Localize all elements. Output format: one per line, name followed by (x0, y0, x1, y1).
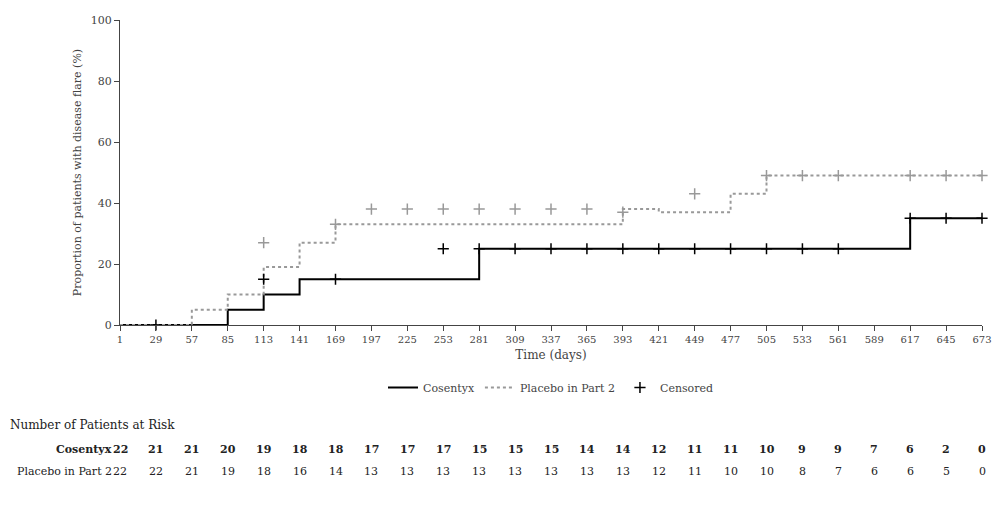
svg-text:225: 225 (398, 334, 417, 345)
svg-text:0: 0 (978, 443, 986, 456)
svg-text:421: 421 (649, 334, 668, 345)
svg-text:Number of Patients at Risk: Number of Patients at Risk (10, 418, 175, 432)
svg-text:Time (days): Time (days) (515, 348, 586, 362)
svg-text:16: 16 (293, 465, 307, 478)
svg-text:13: 13 (472, 465, 486, 478)
svg-text:22: 22 (113, 443, 128, 456)
svg-text:13: 13 (616, 465, 630, 478)
svg-text:6: 6 (907, 465, 914, 478)
svg-text:17: 17 (400, 443, 415, 456)
svg-text:Cosentyx: Cosentyx (56, 443, 112, 456)
svg-text:57: 57 (185, 334, 198, 345)
svg-text:13: 13 (508, 465, 522, 478)
svg-text:11: 11 (688, 465, 702, 478)
svg-text:14: 14 (329, 465, 343, 478)
svg-text:15: 15 (472, 443, 487, 456)
svg-text:14: 14 (579, 443, 595, 456)
svg-text:7: 7 (870, 443, 878, 456)
svg-text:13: 13 (400, 465, 414, 478)
svg-text:Cosentyx: Cosentyx (423, 382, 475, 395)
svg-text:673: 673 (972, 334, 991, 345)
svg-text:Proportion of patients with di: Proportion of patients with disease flar… (71, 49, 84, 296)
svg-text:505: 505 (757, 334, 776, 345)
svg-text:617: 617 (901, 334, 920, 345)
svg-text:22: 22 (113, 465, 127, 478)
svg-text:309: 309 (506, 334, 525, 345)
svg-text:13: 13 (544, 465, 558, 478)
svg-text:Placebo in Part 2: Placebo in Part 2 (520, 382, 615, 395)
svg-text:29: 29 (150, 334, 163, 345)
svg-text:20: 20 (98, 258, 112, 271)
svg-text:7: 7 (835, 465, 842, 478)
svg-text:17: 17 (364, 443, 379, 456)
svg-text:17: 17 (436, 443, 451, 456)
svg-text:19: 19 (221, 465, 235, 478)
svg-text:80: 80 (98, 75, 112, 88)
svg-text:0: 0 (979, 465, 986, 478)
svg-text:5: 5 (943, 465, 950, 478)
svg-text:12: 12 (651, 443, 666, 456)
svg-text:393: 393 (613, 334, 632, 345)
svg-text:10: 10 (760, 465, 774, 478)
svg-text:40: 40 (98, 197, 112, 210)
svg-text:18: 18 (257, 465, 271, 478)
svg-text:281: 281 (470, 334, 489, 345)
svg-text:10: 10 (759, 443, 775, 456)
svg-text:6: 6 (906, 443, 914, 456)
svg-text:14: 14 (615, 443, 631, 456)
svg-text:477: 477 (721, 334, 740, 345)
svg-text:11: 11 (687, 443, 702, 456)
svg-text:13: 13 (364, 465, 378, 478)
svg-text:20: 20 (220, 443, 236, 456)
svg-text:9: 9 (834, 443, 842, 456)
svg-text:21: 21 (148, 443, 163, 456)
svg-text:21: 21 (184, 443, 199, 456)
svg-text:645: 645 (937, 334, 956, 345)
svg-text:11: 11 (723, 443, 738, 456)
svg-text:18: 18 (292, 443, 308, 456)
svg-text:9: 9 (798, 443, 806, 456)
svg-text:337: 337 (541, 334, 560, 345)
svg-text:365: 365 (577, 334, 596, 345)
svg-text:8: 8 (799, 465, 806, 478)
svg-text:100: 100 (91, 14, 112, 27)
svg-text:13: 13 (436, 465, 450, 478)
svg-text:15: 15 (544, 443, 559, 456)
svg-text:Placebo in Part 2: Placebo in Part 2 (17, 465, 112, 478)
svg-text:113: 113 (254, 334, 273, 345)
svg-text:0: 0 (105, 319, 112, 332)
svg-text:18: 18 (328, 443, 344, 456)
svg-text:13: 13 (580, 465, 594, 478)
svg-text:21: 21 (185, 465, 199, 478)
svg-text:10: 10 (724, 465, 738, 478)
svg-text:12: 12 (652, 465, 666, 478)
svg-text:85: 85 (221, 334, 234, 345)
svg-text:533: 533 (793, 334, 812, 345)
svg-text:22: 22 (149, 465, 163, 478)
svg-text:197: 197 (362, 334, 381, 345)
svg-text:1: 1 (117, 334, 123, 345)
svg-text:6: 6 (871, 465, 878, 478)
svg-text:60: 60 (98, 136, 112, 149)
svg-text:19: 19 (256, 443, 271, 456)
svg-text:141: 141 (290, 334, 309, 345)
svg-text:253: 253 (434, 334, 453, 345)
svg-text:561: 561 (829, 334, 848, 345)
svg-text:15: 15 (508, 443, 523, 456)
svg-text:Censored: Censored (660, 382, 713, 395)
svg-text:2: 2 (942, 443, 950, 456)
svg-text:169: 169 (326, 334, 345, 345)
svg-text:449: 449 (685, 334, 704, 345)
svg-text:589: 589 (865, 334, 884, 345)
